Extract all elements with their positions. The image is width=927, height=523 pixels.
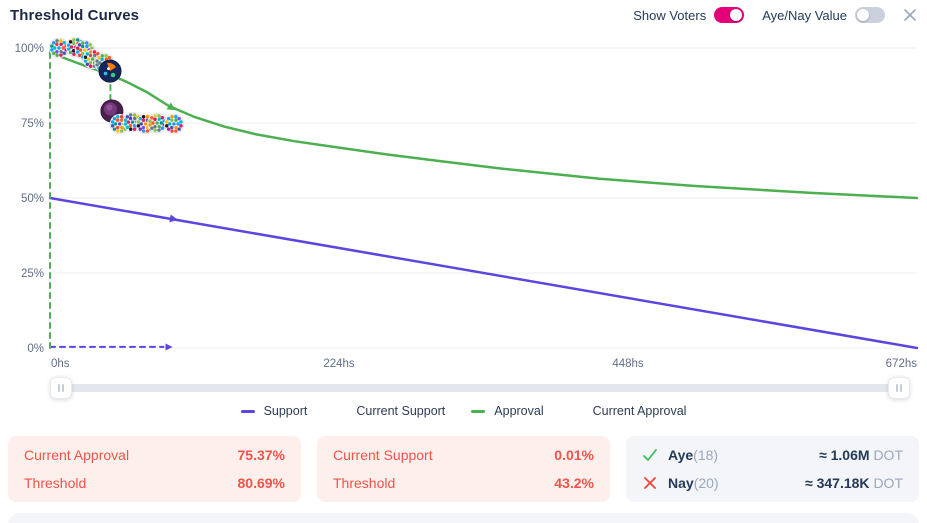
legend-label: Support [263, 404, 308, 418]
x-axis-label: 672hs [886, 358, 918, 370]
y-axis-label: 50% [21, 193, 44, 205]
voter-avatar[interactable] [146, 112, 168, 134]
nay-unit: DOT [873, 475, 903, 491]
next-section-partial [8, 513, 919, 523]
current-approval-card: Current Approval 75.37% Threshold 80.69% [8, 436, 301, 502]
legend-item-current-approval: Current Approval [570, 404, 687, 418]
voter-avatar[interactable] [98, 59, 122, 83]
aye-nay-value-toggle[interactable] [855, 7, 885, 23]
nay-label: Nay [668, 475, 694, 491]
summary-cards: Current Approval 75.37% Threshold 80.69%… [8, 436, 919, 502]
current-support-card: Current Support 0.01% Threshold 43.2% [317, 436, 610, 502]
legend-dashed-swatch [333, 410, 347, 413]
y-axis-label: 0% [27, 343, 44, 355]
nay-amount: ≈ 347.18K [805, 475, 870, 491]
aye-amount: ≈ 1.06M [819, 447, 870, 463]
y-axis-label: 100% [15, 43, 44, 55]
legend-item-approval: Approval [471, 404, 544, 418]
legend-solid-swatch [471, 409, 486, 413]
panel-header: Threshold Curves Show Voters Aye/Nay Val… [10, 0, 917, 26]
slider-handle-left[interactable] [50, 377, 72, 399]
show-voters-label: Show Voters [633, 7, 707, 23]
toggle-knob [857, 9, 869, 21]
direction-arrow [165, 343, 173, 351]
slider-handle-right[interactable] [888, 377, 910, 399]
direction-arrow [166, 102, 176, 111]
slider-track[interactable] [61, 384, 899, 392]
y-axis-label: 75% [21, 118, 44, 130]
direction-arrow [169, 214, 178, 223]
nay-cross-icon [644, 477, 656, 489]
header-controls: Show Voters Aye/Nay Value [633, 7, 917, 23]
y-axis-label: 25% [21, 268, 44, 280]
current-approval-value: 75.37% [237, 447, 285, 463]
aye-nay-card: Aye(18) ≈ 1.06M DOT Nay(20) ≈ 347.18K DO… [626, 436, 919, 502]
voter-avatar[interactable] [48, 37, 70, 59]
voter-avatar[interactable] [163, 113, 185, 135]
current-support-label: Current Support [333, 447, 433, 463]
legend-item-current-support: Current Support [333, 404, 445, 418]
aye-label: Aye [668, 447, 694, 463]
chart-legend: Support Current Support Approval Current Ap… [0, 404, 927, 418]
aye-count: (18) [693, 447, 719, 463]
aye-check-icon [643, 449, 657, 461]
approval-threshold-label: Threshold [24, 475, 87, 491]
aye-nay-value-label: Aye/Nay Value [762, 7, 847, 23]
support-threshold-value: 43.2% [554, 475, 594, 491]
legend-solid-swatch [240, 409, 255, 413]
legend-label: Current Approval [592, 404, 687, 418]
current-support-value: 0.01% [554, 447, 594, 463]
time-range-slider[interactable] [50, 377, 910, 399]
threshold-chart[interactable]: 0% 25% 50% 75% 100% 0hs 224hs 448hs 672hs [0, 28, 927, 376]
legend-dashed-swatch [570, 410, 584, 413]
approval-threshold-value: 80.69% [237, 475, 285, 491]
series-support [48, 196, 919, 350]
x-axis-label: 224hs [323, 358, 355, 370]
show-voters-toggle[interactable] [714, 7, 745, 23]
x-axis-label: 0hs [51, 358, 70, 370]
x-axis-label: 448hs [612, 358, 644, 370]
close-icon[interactable] [903, 8, 917, 22]
panel-title: Threshold Curves [10, 6, 140, 24]
support-threshold-label: Threshold [333, 475, 396, 491]
legend-item-support: Support [240, 404, 308, 418]
toggle-knob [730, 9, 743, 21]
aye-unit: DOT [873, 447, 903, 463]
current-approval-label: Current Approval [24, 447, 130, 463]
legend-label: Approval [494, 404, 544, 418]
nay-count: (20) [693, 475, 719, 491]
legend-label: Current Support [356, 404, 446, 418]
